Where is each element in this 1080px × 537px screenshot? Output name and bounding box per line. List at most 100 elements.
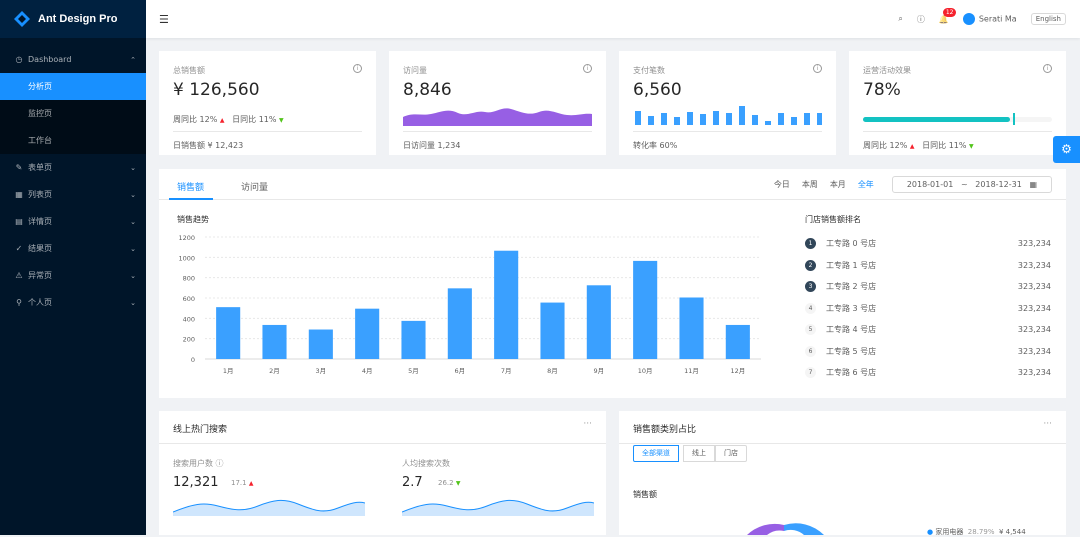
period-today[interactable]: 今日 (773, 180, 790, 189)
mini-bar (674, 117, 680, 125)
pie-slice (747, 523, 784, 535)
kpi-trend: 周同比 12% ▲ 日同比 11% ▼ (173, 114, 284, 125)
x-tick-label: 2月 (269, 367, 280, 375)
sales-extra: 今日 本周 本月 全年 2018-01-01 ~ 2018-12-31 ▦ (774, 176, 1052, 193)
category-card: 销售额类别占比 ··· 全部渠道 线上 门店 销售额 ● 家用电器 28.79% … (619, 411, 1066, 536)
progress-target-marker (1013, 113, 1015, 125)
day-value: 11% (258, 115, 277, 124)
search-users-value: 12,321 (173, 475, 219, 490)
wk-label: 周同比 (173, 115, 197, 124)
more-icon[interactable]: ··· (583, 419, 592, 429)
bar (586, 285, 611, 359)
info-icon[interactable]: i (583, 64, 592, 73)
pie-slice (784, 523, 824, 535)
menu-monitor[interactable]: 监控页 (0, 100, 146, 127)
menu-account[interactable]: ⚲ 个人页 ⌄ (0, 289, 146, 316)
kpi-value: 6,560 (633, 80, 682, 100)
info-icon[interactable]: ⓘ (215, 459, 224, 468)
bar (401, 320, 426, 359)
caret-down-icon: ▼ (455, 480, 461, 487)
bell-icon: 🔔 (938, 14, 949, 24)
chevron-down-icon: ⌄ (130, 244, 136, 253)
mini-bar (752, 115, 758, 125)
menu-profile[interactable]: ▤ 详情页 ⌄ (0, 208, 146, 235)
bar (216, 307, 241, 359)
search-users-label: 搜索用户数 ⓘ (173, 458, 224, 469)
rank-store-name: 工专路 2 号店 (826, 282, 877, 291)
rank-store-name: 工专路 0 号店 (826, 239, 877, 248)
progress-track (863, 117, 1052, 122)
per-search-change: 26.2 ▼ (438, 479, 460, 487)
menu-exception[interactable]: ⚠ 异常页 ⌄ (0, 262, 146, 289)
warning-icon: ⚠ (15, 271, 23, 280)
menu-monitor-label: 监控页 (28, 109, 52, 118)
kpi-title: 运营活动效果 (863, 66, 911, 75)
bar (262, 324, 287, 359)
users-line (173, 499, 365, 513)
filter-online[interactable]: 线上 (683, 445, 715, 462)
period-month[interactable]: 本月 (829, 180, 846, 189)
menu-dashboard[interactable]: ◷ Dashboard ⌃ (0, 46, 146, 73)
search-users-change: 17.1 ▲ (231, 479, 253, 487)
settings-gear-button[interactable]: ⚙ (1053, 136, 1080, 163)
info-icon[interactable]: i (353, 64, 362, 73)
menu-list[interactable]: ▦ 列表页 ⌄ (0, 181, 146, 208)
bar (679, 297, 704, 359)
language-switch[interactable]: English (1030, 13, 1066, 25)
logo[interactable]: Ant Design Pro (0, 0, 146, 38)
x-tick-label: 9月 (594, 367, 605, 375)
x-tick-label: 1月 (223, 367, 234, 375)
info-icon[interactable]: i (813, 64, 822, 73)
period-year[interactable]: 全年 (857, 180, 874, 189)
bar (633, 260, 658, 359)
tab-sales[interactable]: 销售额 (177, 183, 205, 193)
user-menu[interactable]: Serati Ma (962, 13, 1017, 25)
app-title: Ant Design Pro (38, 13, 118, 25)
info-icon[interactable]: i (1043, 64, 1052, 73)
caret-down-icon: ▼ (279, 117, 284, 124)
header-right: ⌕ ⓘ 🔔 12 Serati Ma English (898, 0, 1066, 38)
user-icon: ⚲ (16, 298, 22, 307)
legend-dot: ● (927, 528, 934, 536)
visits-area-chart (403, 108, 592, 126)
calendar-icon: ▦ (1029, 180, 1037, 189)
bar (447, 288, 472, 359)
foot-value: 60% (659, 141, 678, 150)
menu-workplace[interactable]: 工作台 (0, 127, 146, 154)
wk-value: 12% (889, 141, 908, 150)
menu-form[interactable]: ✎ 表单页 ⌄ (0, 154, 146, 181)
help-icon[interactable]: ⓘ (916, 14, 925, 24)
rank-value: 323,234 (1017, 260, 1051, 270)
filter-store[interactable]: 门店 (715, 445, 747, 462)
x-tick-label: 11月 (684, 367, 699, 375)
kpi-title: 支付笔数 (633, 66, 665, 75)
filter-all[interactable]: 全部渠道 (633, 445, 679, 462)
mini-bar (791, 117, 797, 125)
menu-result[interactable]: ✓ 结果页 ⌄ (0, 235, 146, 262)
menu-analysis[interactable]: 分析页 (0, 73, 146, 100)
per-search-label: 人均搜索次数 (402, 459, 450, 468)
mini-bar (700, 114, 706, 125)
mini-bar (661, 113, 667, 125)
foot-value: ¥ 12,423 (207, 141, 244, 150)
tab-visits[interactable]: 访问量 (241, 183, 269, 193)
mini-bar (687, 112, 693, 125)
mini-bar (648, 116, 654, 125)
search-icon[interactable]: ⌕ (898, 14, 903, 23)
date-range-picker[interactable]: 2018-01-01 ~ 2018-12-31 ▦ (891, 176, 1052, 193)
notification-bell[interactable]: 🔔 12 (938, 7, 957, 24)
range-start: 2018-01-01 (906, 180, 954, 189)
range-end: 2018-12-31 (975, 180, 1022, 189)
tab-ink-bar (169, 198, 213, 200)
bar (494, 250, 519, 359)
wk-value: 12% (199, 115, 218, 124)
more-icon[interactable]: ··· (1043, 419, 1052, 429)
caret-up-icon: ▲ (248, 480, 254, 487)
menu-fold-icon[interactable]: ☰ (159, 12, 169, 26)
rank-item: 3 工专路 2 号店 323,234 (805, 276, 1051, 297)
period-week[interactable]: 本周 (801, 180, 818, 189)
kpi-campaign-card: 运营活动效果 i 78% 周同比 12% ▲ 日同比 11% ▼ (849, 51, 1066, 155)
kpi-title: 总销售额 (173, 66, 205, 75)
rank-value: 323,234 (1017, 368, 1051, 377)
visits-area (403, 108, 592, 126)
